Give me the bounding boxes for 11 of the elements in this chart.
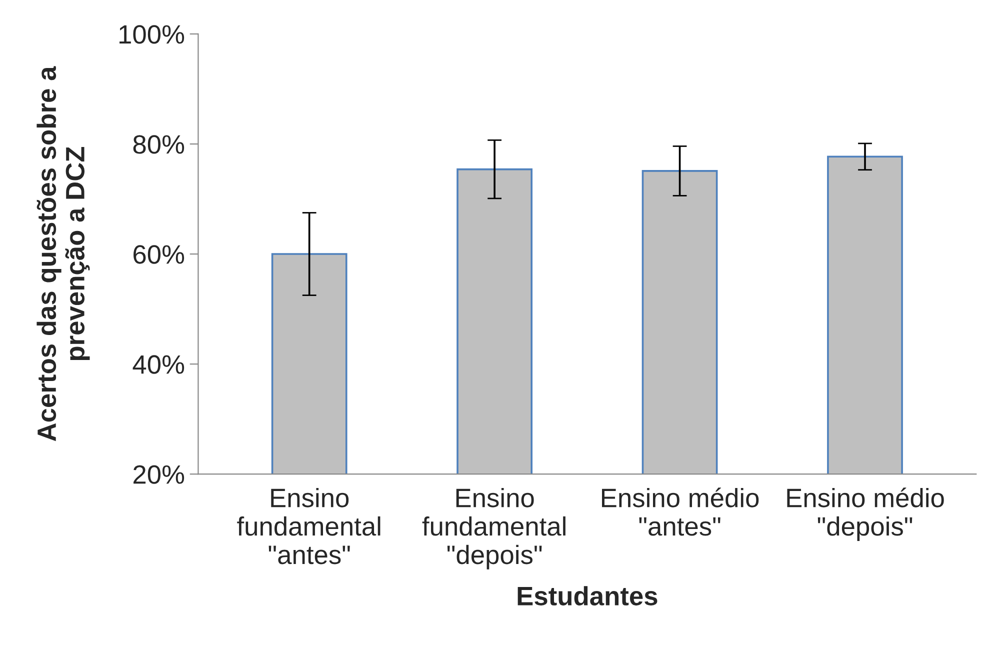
y-tick-label: 60%: [134, 245, 184, 264]
y-tick-label: 40%: [132, 355, 184, 374]
y-tick-label: 100%: [120, 25, 184, 44]
x-tick-label: Ensino fundamental "antes": [237, 488, 380, 564]
y-tick-label: 20%: [134, 465, 184, 484]
x-tick-label: Ensino médio "antes": [602, 488, 759, 536]
x-tick-label: Ensino fundamental "depois": [422, 488, 566, 570]
x-tick-label: Ensino médio "depois": [787, 488, 944, 541]
y-axis-title: Acertos das questões sobre a prevenção a DCZ: [36, 66, 90, 442]
x-axis-title: Estudantes: [518, 586, 658, 606]
y-tick-label: 80%: [133, 135, 184, 154]
